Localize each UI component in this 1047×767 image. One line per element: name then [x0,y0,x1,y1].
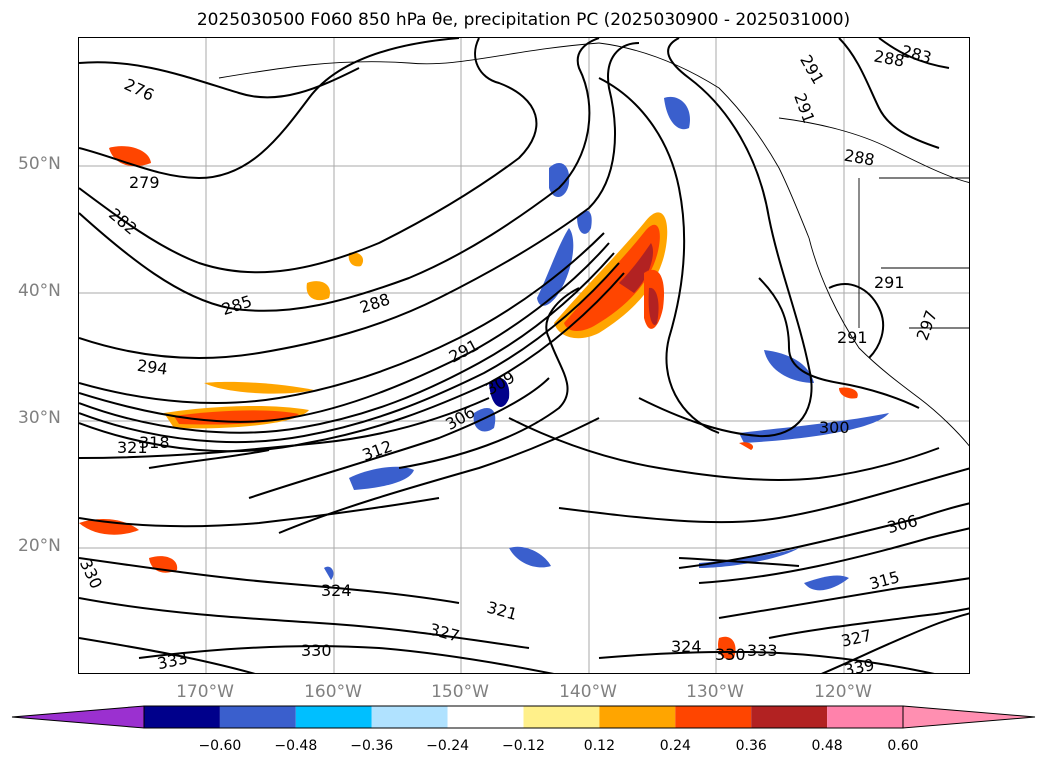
contour-label: 330 [301,641,332,660]
colorbar-tick-label: −0.36 [350,738,394,754]
colorbar-segment [827,706,903,728]
colorbar-segment [751,706,828,728]
colorbar-segment [295,706,372,728]
contour-label: 324 [671,637,702,656]
lon-label-130w: 130°W [686,682,744,702]
colorbar-segment [523,706,600,728]
colorbar-tick-label: 0.36 [735,738,767,754]
map-panel: 276 279 282 285 288 291 294 297 300 303 … [78,37,970,674]
colorbar-tick-label: 0.48 [811,738,843,754]
colorbar-segment [371,706,448,728]
contour-label: 291 [874,273,905,292]
map-title: 2025030500 F060 850 hPa θe, precipitatio… [196,10,851,30]
lat-label-20n: 20°N [18,536,61,556]
contour-label: 279 [129,173,160,192]
contour-label: 291 [837,328,868,347]
colorbar-segment [447,706,524,728]
lat-label-50n: 50°N [18,154,61,174]
lon-label-140w: 140°W [559,682,617,702]
colorbar-segment [144,706,220,728]
contour-label: 294 [136,356,169,379]
colorbar-segment [219,706,296,728]
contour-label: 330 [715,645,746,664]
contour-label: 300 [819,418,850,437]
lon-label-120w: 120°W [814,682,872,702]
contour-label: 318 [139,433,170,452]
colorbar-frame [143,705,904,729]
coastlines [218,42,969,447]
colorbar-extension-low [11,705,145,729]
contour-label: 333 [747,641,778,660]
colorbar-tick-label: −0.24 [426,738,470,754]
contour-label: 324 [321,581,352,600]
contour-label: 321 [117,438,148,457]
colorbar-extension-high [902,705,1036,729]
theta-e-contours [79,38,969,673]
colorbar-tick-label: −0.12 [502,738,545,754]
colorbar-segment [675,706,752,728]
lon-label-170w: 170°W [176,682,234,702]
colorbar-tick-label: 0.60 [887,738,919,754]
colorbar-segment [599,706,676,728]
colorbar-tick-label: 0.12 [583,738,615,754]
map-canvas: 276 279 282 285 288 291 294 297 300 303 … [79,38,969,674]
lat-label-40n: 40°N [18,281,61,301]
colorbar-tick-label: −0.48 [274,738,318,754]
colorbar-tick-label: 0.24 [659,738,691,754]
lat-label-30n: 30°N [18,408,61,428]
lon-label-160w: 160°W [304,682,362,702]
contour-label: 339 [842,655,876,674]
lon-label-150w: 150°W [431,682,489,702]
colorbar-segments [11,705,1036,729]
colorbar-tick-label: −0.60 [198,738,242,754]
